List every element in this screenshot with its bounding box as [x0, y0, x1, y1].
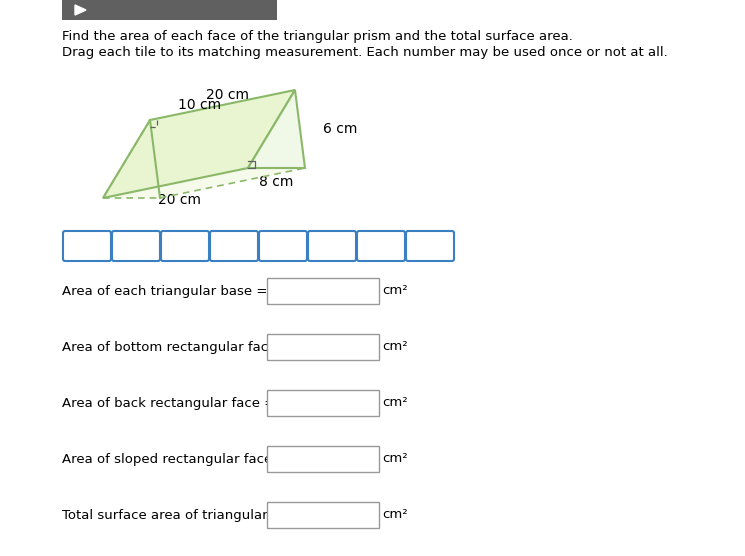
Text: 528: 528 — [414, 239, 446, 254]
Text: cm²: cm² — [382, 285, 408, 297]
Text: cm²: cm² — [382, 396, 408, 410]
Text: 160: 160 — [267, 239, 299, 254]
Bar — [62, 0, 277, 20]
Text: 8 cm: 8 cm — [259, 175, 294, 189]
Text: Area of back rectangular face =: Area of back rectangular face = — [62, 396, 275, 410]
Text: Find the area of each face of the triangular prism and the total surface area.: Find the area of each face of the triang… — [62, 30, 573, 43]
FancyBboxPatch shape — [308, 231, 356, 261]
Text: cm²: cm² — [382, 509, 408, 522]
Text: Total surface area of triangular prism =: Total surface area of triangular prism = — [62, 509, 325, 522]
Text: Area of each triangular base =: Area of each triangular base = — [62, 285, 267, 297]
Polygon shape — [103, 168, 305, 198]
Text: cm²: cm² — [382, 453, 408, 465]
Text: 120: 120 — [218, 239, 250, 254]
Text: 48: 48 — [174, 239, 196, 254]
Text: 24: 24 — [76, 239, 98, 254]
FancyBboxPatch shape — [63, 231, 111, 261]
Bar — [267, 278, 379, 304]
Text: 40: 40 — [125, 239, 147, 254]
FancyBboxPatch shape — [112, 231, 160, 261]
Bar — [267, 502, 379, 528]
FancyBboxPatch shape — [357, 231, 405, 261]
Text: Area of bottom rectangular face =: Area of bottom rectangular face = — [62, 340, 291, 354]
Text: 20 cm: 20 cm — [206, 88, 249, 102]
Bar — [267, 446, 379, 472]
Text: 6 cm: 6 cm — [323, 122, 358, 136]
Text: 20 cm: 20 cm — [159, 193, 201, 207]
FancyBboxPatch shape — [259, 231, 307, 261]
Polygon shape — [103, 90, 295, 198]
Text: 10 cm: 10 cm — [179, 98, 221, 112]
Bar — [267, 390, 379, 416]
FancyBboxPatch shape — [210, 231, 258, 261]
Text: Drag each tile to its matching measurement. Each number may be used once or not : Drag each tile to its matching measureme… — [62, 46, 668, 59]
Text: cm²: cm² — [382, 340, 408, 354]
Text: Area of sloped rectangular face =: Area of sloped rectangular face = — [62, 453, 288, 465]
FancyBboxPatch shape — [161, 231, 209, 261]
Polygon shape — [75, 5, 86, 15]
FancyBboxPatch shape — [406, 231, 454, 261]
Text: 504: 504 — [365, 239, 397, 254]
Bar — [267, 334, 379, 360]
Polygon shape — [248, 90, 305, 168]
Text: 200: 200 — [316, 239, 348, 254]
